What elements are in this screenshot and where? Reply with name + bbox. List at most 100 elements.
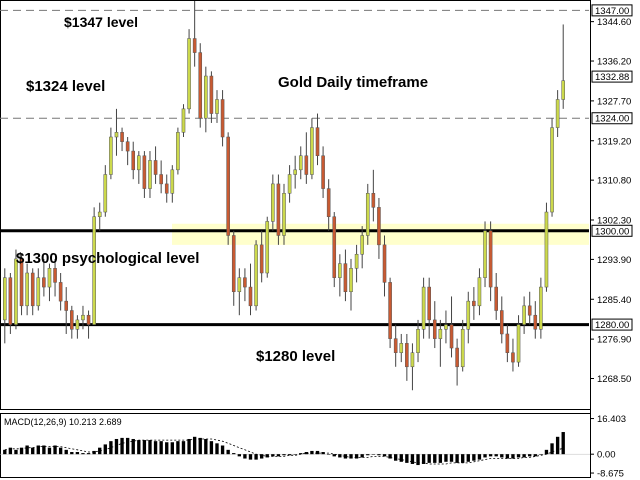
- candle-body: [427, 286, 431, 321]
- candle: [198, 43, 203, 128]
- candle-body: [25, 272, 29, 307]
- macd-bar: [544, 449, 549, 455]
- macd-bar: [42, 445, 46, 455]
- candle-body: [153, 160, 158, 175]
- macd-bar: [377, 454, 381, 456]
- macd-bar: [192, 436, 197, 455]
- y-tick-label: 1302.30: [597, 216, 631, 227]
- macd-bar: [254, 454, 258, 460]
- candle: [533, 301, 538, 339]
- macd-tick-label: 0.00: [597, 450, 616, 461]
- candle-body: [472, 300, 476, 307]
- candle-body: [360, 235, 364, 255]
- candle: [388, 277, 392, 349]
- candle: [25, 263, 29, 316]
- candle: [109, 127, 113, 180]
- candle: [42, 258, 46, 297]
- candle-body: [109, 136, 113, 175]
- candle: [494, 273, 498, 320]
- macd-bar: [114, 438, 119, 455]
- candle: [432, 301, 437, 349]
- candle: [58, 273, 63, 311]
- macd-bar: [36, 445, 40, 455]
- macd-bar: [371, 454, 376, 455]
- macd-bar: [259, 454, 264, 459]
- candle-body: [365, 193, 370, 236]
- candle-body: [42, 277, 46, 288]
- macd-bar: [176, 441, 180, 455]
- macd-bar: [522, 454, 526, 458]
- macd-bar: [237, 454, 242, 457]
- candle-body: [58, 282, 63, 302]
- candle: [544, 202, 549, 292]
- macd-bar: [449, 454, 454, 462]
- candle: [97, 202, 102, 231]
- candle: [466, 291, 471, 344]
- candle-body: [64, 300, 69, 311]
- macd-bar: [315, 450, 320, 455]
- macd-bar: [8, 447, 13, 455]
- macd-bar: [360, 454, 364, 458]
- macd-bar: [276, 454, 281, 457]
- macd-bar: [265, 454, 269, 458]
- candle-body: [237, 277, 242, 293]
- macd-bar: [215, 443, 219, 455]
- macd-bar: [505, 454, 510, 459]
- macd-bar: [137, 440, 141, 455]
- macd-bar: [561, 432, 565, 455]
- macd-bar: [148, 440, 152, 455]
- macd-bar: [120, 437, 124, 455]
- candle: [371, 169, 376, 222]
- candle: [220, 90, 225, 147]
- macd-bar: [14, 449, 18, 455]
- candle: [209, 71, 214, 123]
- candle-body: [444, 324, 448, 330]
- macd-bar: [248, 454, 253, 460]
- y-tick-label: 1276.90: [597, 335, 631, 346]
- candle: [137, 151, 141, 184]
- macd-bar: [388, 454, 392, 459]
- candle-body: [142, 155, 147, 189]
- price-label-box: [591, 318, 633, 331]
- candle-body: [377, 207, 381, 246]
- candle: [472, 287, 476, 320]
- candle-body: [399, 343, 404, 353]
- candle: [539, 277, 543, 339]
- candle: [321, 146, 325, 198]
- macd-bar: [332, 454, 336, 457]
- candle-body: [81, 314, 85, 321]
- candle-body: [315, 127, 320, 157]
- macd-bar: [75, 452, 80, 455]
- macd-bar: [271, 454, 275, 457]
- candle: [47, 263, 52, 302]
- y-tick-label: 1285.40: [597, 295, 631, 306]
- candle-body: [304, 155, 309, 175]
- candle: [343, 249, 348, 302]
- candle-body: [343, 263, 348, 293]
- candle: [438, 319, 443, 367]
- candle-body: [432, 319, 437, 339]
- candle-body: [310, 127, 314, 175]
- macd-bar: [455, 454, 459, 463]
- macd-bar: [64, 449, 68, 455]
- candle-body: [36, 277, 41, 307]
- macd-bar: [92, 450, 96, 455]
- candle: [332, 212, 337, 288]
- candle-body: [159, 174, 163, 185]
- y-tick-label: 1310.80: [597, 176, 631, 187]
- candle: [550, 118, 554, 217]
- y-tick-label: 1319.20: [597, 136, 631, 147]
- candle: [3, 268, 7, 344]
- candlesticks: [3, 1, 565, 391]
- candle: [287, 165, 292, 203]
- candle-body: [326, 188, 331, 217]
- candle-body: [477, 277, 482, 307]
- candle: [354, 244, 359, 283]
- candle: [103, 165, 108, 217]
- candle: [176, 127, 180, 175]
- macd-bar: [555, 436, 560, 455]
- macd-bar: [31, 447, 35, 455]
- macd-bar: [511, 454, 515, 459]
- candle: [92, 207, 96, 325]
- macd-bar: [405, 454, 409, 463]
